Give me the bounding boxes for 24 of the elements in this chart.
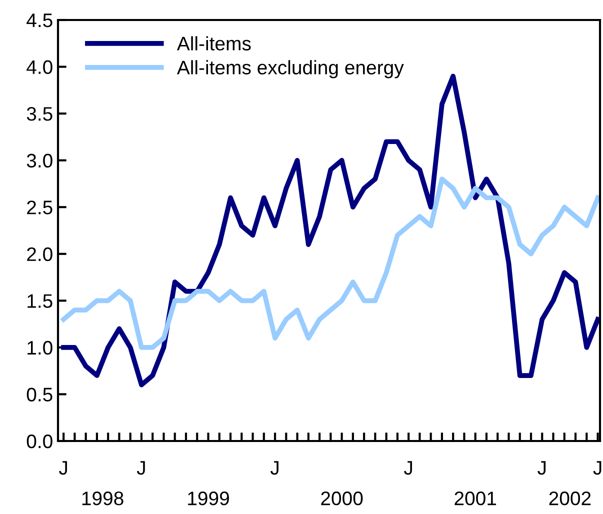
y-tick-label: 3.0 (26, 154, 52, 168)
text: 1999 (188, 492, 229, 506)
line-series (61, 176, 600, 350)
y-tick-label: 3.5 (26, 107, 52, 121)
text: 2001 (454, 492, 496, 506)
y-tick-label: 1.5 (28, 294, 52, 308)
x-tick-label: J (538, 461, 546, 475)
y-tick-label: 2.5 (27, 200, 52, 214)
x-tick-label: J (270, 461, 278, 475)
legend-label: All-items excluding energy (176, 60, 404, 78)
x-tick-label: J (59, 461, 67, 475)
legend-label: All-items (176, 36, 251, 50)
text: 1998 (82, 492, 124, 506)
text: 2000 (321, 492, 363, 506)
y-tick-label: 4.5 (26, 14, 52, 28)
text: 2002 (549, 492, 591, 506)
x-tick-label: J (136, 461, 145, 475)
y-tick-label: 2.0 (27, 247, 52, 262)
y-tick-label: 0.5 (26, 388, 52, 402)
y-tick-label: 0.0 (26, 434, 52, 448)
x-tick-label: J (404, 461, 412, 475)
y-tick-label: 4.0 (26, 60, 52, 74)
y-tick-label: 1.0 (28, 340, 52, 355)
x-tick-label: J (593, 461, 602, 475)
